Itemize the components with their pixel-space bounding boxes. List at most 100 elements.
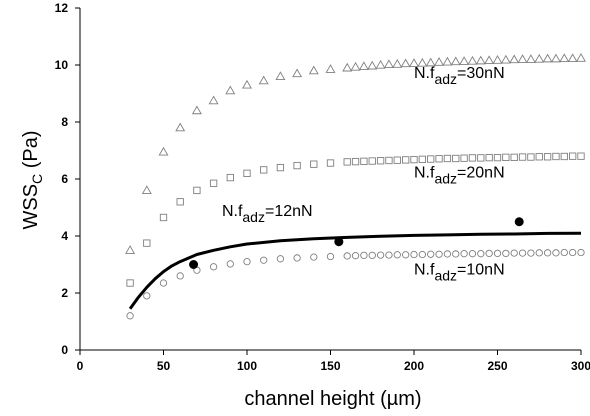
filled-point <box>334 237 344 247</box>
circle-point <box>393 251 401 259</box>
square-point <box>393 156 401 164</box>
circle-point <box>410 250 418 259</box>
circle-point <box>159 279 168 287</box>
annot-12: N.fadz=12nN <box>222 203 313 225</box>
triangle-point <box>358 61 369 71</box>
triangle-point <box>308 65 319 75</box>
square-point <box>310 160 318 168</box>
triangle-point <box>191 105 202 115</box>
square-point <box>126 279 134 287</box>
square-point <box>502 153 510 161</box>
annot-12-sub: adz <box>242 209 265 225</box>
circle-point <box>209 263 218 271</box>
filled-point <box>189 260 199 269</box>
triangle-point <box>258 75 269 85</box>
series-circle <box>126 248 585 320</box>
triangle-point <box>400 58 411 68</box>
triangle-point <box>208 95 219 105</box>
annot-10-prefix: N.f <box>414 261 435 278</box>
x-tick-label: 300 <box>571 359 590 373</box>
annot-10-value: =10nN <box>457 261 505 278</box>
square-point <box>385 156 393 165</box>
annot-20-value: =20nN <box>457 165 505 182</box>
circle-point <box>502 249 510 258</box>
square-point <box>360 157 368 165</box>
triangle-point <box>383 59 394 69</box>
series-layer <box>125 53 586 320</box>
triangle-point <box>292 68 303 78</box>
square-point <box>226 173 234 182</box>
square-point <box>193 186 201 195</box>
circle-point <box>427 250 435 258</box>
triangle-point <box>242 79 252 89</box>
square-point <box>276 163 285 172</box>
circle-point <box>126 312 134 320</box>
triangle-point <box>425 57 436 67</box>
circle-point <box>535 249 543 257</box>
x-tick-label: 100 <box>237 359 257 373</box>
triangle-point <box>367 60 378 70</box>
triangle-point <box>417 57 428 67</box>
triangle-point <box>567 53 578 63</box>
circle-point <box>577 248 585 257</box>
annot-20-sub: adz <box>434 171 457 187</box>
square-point <box>452 154 460 163</box>
circle-point <box>485 249 493 258</box>
triangle-point <box>434 57 445 66</box>
square-point <box>159 213 168 222</box>
circle-point <box>310 253 318 261</box>
circle-point <box>493 249 502 258</box>
triangle-point <box>141 185 152 195</box>
triangle-point <box>409 58 419 67</box>
triangle-point <box>459 56 470 65</box>
square-point <box>376 157 385 165</box>
circle-point <box>460 250 468 258</box>
triangle-point <box>125 245 136 254</box>
circle-point <box>477 250 485 258</box>
y-axis-title-sub: C <box>29 174 45 184</box>
circle-point <box>468 250 477 258</box>
square-point <box>468 154 477 162</box>
triangle-point <box>534 53 545 63</box>
triangle-point <box>525 54 536 63</box>
circle-point <box>276 255 285 263</box>
triangle-point <box>542 53 553 63</box>
series-line <box>128 231 582 310</box>
annot-20: N.fadz=20nN <box>414 165 505 187</box>
square-point <box>293 161 301 170</box>
circle-point <box>569 248 577 257</box>
circle-point <box>176 272 184 280</box>
circle-point <box>376 251 385 259</box>
y-tick-label: 12 <box>55 1 69 15</box>
square-point <box>351 157 360 166</box>
triangle-point <box>342 62 353 72</box>
circle-point <box>293 254 301 262</box>
triangle-point <box>550 53 561 63</box>
x-tick-label: 150 <box>320 359 340 373</box>
triangle-point <box>375 59 386 69</box>
circle-point <box>360 251 368 260</box>
x-tick-label: 0 <box>77 359 84 373</box>
circle-point <box>552 249 560 257</box>
triangle-point <box>509 54 520 64</box>
square-point <box>560 152 568 161</box>
annot-30: N.fadz=30nN <box>414 65 505 87</box>
square-point <box>143 239 151 247</box>
square-point <box>552 152 560 161</box>
circle-point <box>401 251 410 259</box>
triangle-point <box>576 53 586 62</box>
x-tick-label: 50 <box>157 359 171 373</box>
square-point <box>527 153 535 161</box>
circle-point <box>226 260 234 268</box>
circle-point <box>452 250 460 258</box>
annot-30-value: =30nN <box>457 65 505 82</box>
square-point <box>209 179 218 187</box>
circle-point <box>385 251 393 259</box>
square-point <box>510 153 518 161</box>
circle-point <box>560 248 568 257</box>
triangle-point <box>450 56 461 66</box>
triangle-point <box>275 71 286 81</box>
annot-12-prefix: N.f <box>222 203 243 220</box>
square-point <box>577 152 585 160</box>
circle-point <box>418 250 426 259</box>
